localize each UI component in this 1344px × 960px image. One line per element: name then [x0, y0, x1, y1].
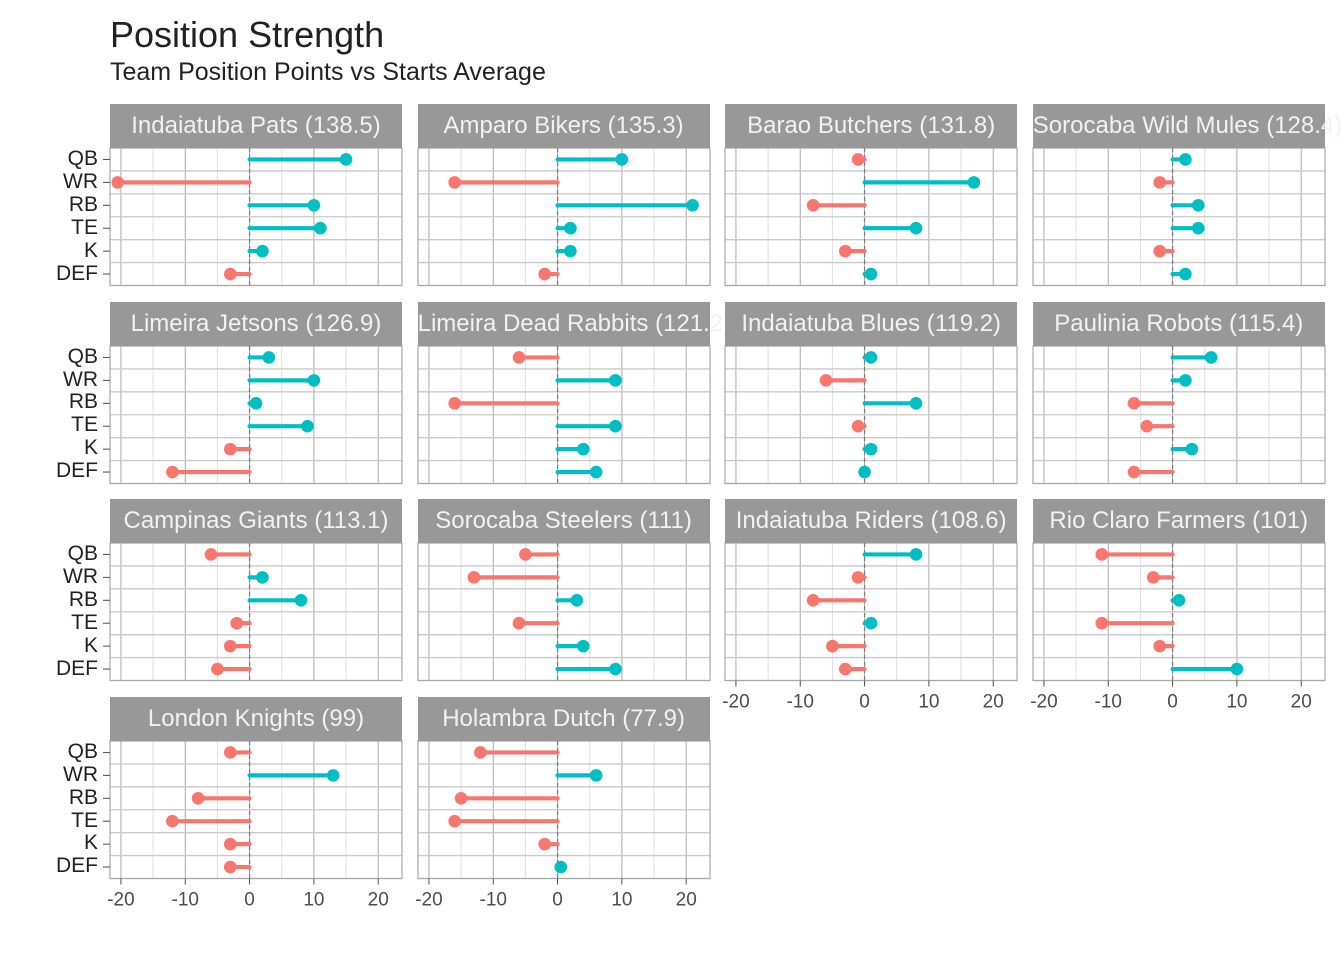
svg-text:-10: -10	[172, 889, 199, 910]
svg-text:0: 0	[244, 889, 255, 910]
svg-text:0: 0	[552, 889, 563, 910]
svg-text:20: 20	[368, 889, 389, 910]
svg-text:10: 10	[611, 889, 632, 910]
svg-text:-20: -20	[107, 889, 134, 910]
svg-text:-10: -10	[479, 889, 506, 910]
svg-text:10: 10	[303, 889, 324, 910]
svg-text:20: 20	[675, 889, 696, 910]
svg-text:-20: -20	[415, 889, 442, 910]
